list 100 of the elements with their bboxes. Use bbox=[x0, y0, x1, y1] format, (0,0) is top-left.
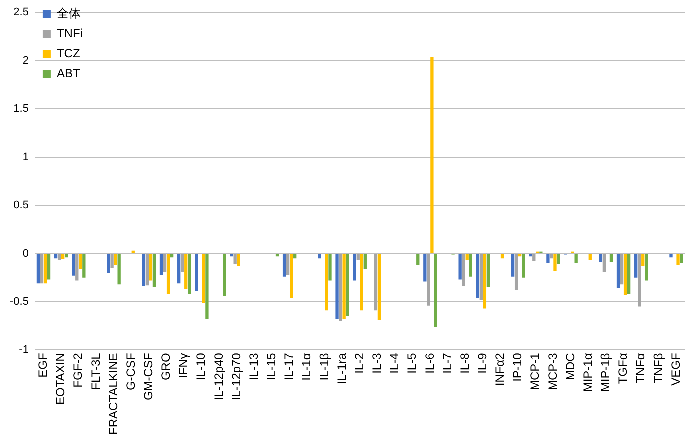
bar bbox=[574, 254, 578, 264]
bar bbox=[76, 254, 79, 281]
x-tick-label: IL-17 bbox=[282, 352, 296, 381]
bar bbox=[290, 254, 294, 298]
x-tick-label: IL-8 bbox=[458, 352, 472, 374]
bar bbox=[47, 254, 51, 280]
bar bbox=[599, 254, 603, 262]
bar bbox=[223, 254, 226, 296]
bar bbox=[342, 254, 346, 320]
bar bbox=[282, 254, 286, 277]
bar bbox=[40, 254, 44, 284]
x-tick-label: IL-1β bbox=[317, 353, 332, 381]
x-tick-label: G-CSF bbox=[124, 353, 138, 391]
bar bbox=[374, 254, 378, 311]
bar bbox=[511, 254, 515, 277]
bar bbox=[476, 254, 480, 298]
bar bbox=[430, 56, 434, 254]
x-tick-label: TNFβ bbox=[651, 353, 666, 384]
bar bbox=[620, 254, 624, 285]
x-tick-label: IL-3 bbox=[370, 352, 384, 374]
bar bbox=[462, 254, 466, 287]
bar bbox=[416, 254, 420, 266]
bar bbox=[602, 254, 606, 272]
bar bbox=[469, 254, 472, 277]
bar bbox=[195, 254, 198, 292]
bar bbox=[36, 254, 40, 284]
x-tick-label: FGF-2 bbox=[71, 352, 86, 388]
bar bbox=[550, 254, 554, 259]
bar bbox=[61, 254, 65, 260]
bar bbox=[107, 254, 110, 274]
x-tick-label: EOTAXIN bbox=[54, 353, 68, 406]
bar bbox=[149, 254, 153, 281]
bar bbox=[58, 254, 62, 260]
bar bbox=[356, 254, 360, 260]
bar bbox=[364, 254, 367, 270]
bar bbox=[588, 254, 592, 260]
bar bbox=[72, 254, 76, 276]
bar bbox=[328, 254, 332, 281]
bar bbox=[645, 254, 648, 281]
legend-label: TNFi bbox=[56, 26, 83, 40]
bar bbox=[237, 254, 240, 266]
bar bbox=[353, 254, 356, 281]
bar bbox=[557, 254, 560, 264]
bar bbox=[434, 254, 438, 328]
y-tick-label: 1.5 bbox=[14, 103, 29, 116]
bar bbox=[634, 254, 638, 278]
bar bbox=[152, 254, 156, 288]
x-tick-label: INFα2 bbox=[493, 352, 508, 386]
bar bbox=[54, 254, 58, 259]
x-tick-label: IL-10 bbox=[194, 352, 208, 381]
x-tick-label: MIP-1α bbox=[580, 353, 595, 392]
bar bbox=[202, 254, 206, 303]
bar bbox=[486, 254, 490, 288]
legend-label: TCZ bbox=[56, 46, 80, 60]
x-tick-label: IL-12p40 bbox=[212, 352, 226, 401]
bar bbox=[166, 254, 170, 294]
bar bbox=[427, 254, 430, 306]
bar bbox=[638, 254, 642, 307]
bar bbox=[325, 254, 328, 311]
bar bbox=[178, 254, 181, 284]
bar bbox=[514, 254, 518, 290]
x-tick-label: IL-4 bbox=[388, 352, 402, 374]
bar bbox=[458, 254, 462, 280]
bar bbox=[529, 254, 532, 257]
bar bbox=[522, 254, 526, 278]
x-tick-label: IL-6 bbox=[422, 352, 437, 374]
bar bbox=[184, 254, 188, 290]
x-tick-label: TGFα bbox=[616, 353, 630, 384]
x-tick-label: IL-1ra bbox=[334, 352, 349, 385]
bar bbox=[206, 254, 209, 320]
bar bbox=[532, 254, 536, 262]
legend-label: ABT bbox=[56, 66, 81, 80]
bar bbox=[500, 254, 504, 259]
y-tick-label: 2 bbox=[22, 54, 29, 67]
x-tick-label: IFNγ bbox=[176, 353, 191, 379]
x-tick-label: FRACTALKINE bbox=[106, 353, 120, 436]
x-tick-label: MCP-3 bbox=[546, 352, 560, 391]
bar bbox=[160, 254, 164, 275]
bar bbox=[627, 254, 631, 294]
bar bbox=[181, 254, 184, 272]
bar bbox=[624, 254, 628, 296]
y-tick-label: -1 bbox=[19, 344, 29, 356]
bar bbox=[318, 254, 322, 259]
x-tick-label: GRO bbox=[159, 353, 174, 381]
y-tick-label: 2.5 bbox=[14, 6, 29, 19]
bar bbox=[680, 254, 684, 264]
bar bbox=[114, 254, 118, 266]
x-tick-label: TNFα bbox=[634, 353, 648, 384]
bar bbox=[466, 254, 469, 260]
x-tick-label: VEGF bbox=[668, 353, 683, 386]
bar bbox=[79, 254, 82, 270]
bar bbox=[336, 254, 339, 320]
x-tick-label: IL-5 bbox=[405, 352, 420, 374]
bar bbox=[360, 254, 364, 311]
y-tick-label: -0.5 bbox=[10, 296, 29, 308]
bar bbox=[483, 254, 487, 309]
bar bbox=[170, 254, 174, 258]
bar bbox=[276, 254, 280, 257]
y-tick-label: 0.5 bbox=[14, 200, 29, 212]
bar bbox=[546, 254, 550, 264]
